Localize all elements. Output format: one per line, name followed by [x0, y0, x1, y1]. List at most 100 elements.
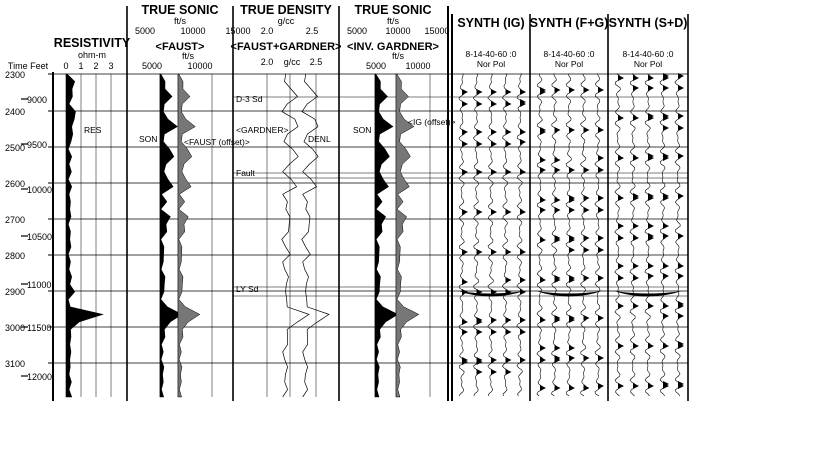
synthetic-peak: [678, 233, 684, 239]
synthetic-trace: [472, 73, 480, 397]
synthetic-trace: [614, 73, 622, 397]
synthetic-peak: [663, 233, 669, 239]
track-title: SYNTH (F+G): [530, 16, 609, 30]
synthetic-trace: [536, 73, 544, 397]
synthetic-peak: [633, 155, 639, 161]
synthetic-peak: [520, 277, 526, 283]
curve-label-density: <GARDNER>: [236, 125, 288, 135]
synthetic-peak: [678, 153, 684, 159]
resistivity-curve: [65, 73, 104, 398]
synthetic-peak: [618, 343, 624, 349]
track-tick-label: 10000: [180, 26, 205, 36]
track-tick-label: 3: [108, 61, 113, 71]
synthetic-peak: [598, 315, 604, 321]
synthetic-peak: [476, 249, 483, 255]
synthetic-peak: [554, 317, 561, 323]
synthetic-peak: [540, 385, 546, 391]
synthetic-peak: [554, 87, 561, 93]
synthetic-peak: [583, 247, 590, 253]
synthetic-peak: [554, 157, 561, 163]
synth-polarity: Nor Pol: [477, 59, 505, 69]
synthetic-peak: [520, 169, 526, 175]
synth-polarity: Nor Pol: [634, 59, 662, 69]
track-tick-label: 0: [63, 61, 68, 71]
track-unit: ohm-m: [78, 50, 106, 60]
synthetic-peak: [491, 209, 497, 215]
synthetic-peak: [540, 167, 546, 173]
synthetic-peak: [569, 237, 575, 243]
time-tick-label: 2400: [5, 107, 25, 117]
synthetic-peak: [633, 343, 639, 349]
synthetic-peak: [583, 207, 590, 213]
synthetic-peak: [520, 89, 526, 95]
track-tick-label: 15000: [424, 26, 449, 36]
synthetic-peak: [598, 155, 604, 161]
synthetic-peak: [633, 195, 639, 201]
synthetic-peak: [633, 223, 639, 229]
synthetic-peak: [505, 317, 512, 323]
synthetic-peak: [618, 155, 624, 161]
synthetic-peak: [569, 167, 575, 173]
track-tick-label: 2.5: [310, 57, 323, 67]
curve-label-density: DENL: [308, 134, 331, 144]
synthetic-peak: [569, 277, 575, 283]
feet-tick-label: 9000: [27, 95, 47, 105]
synth-param: 8-14-40-60 :0: [622, 49, 673, 59]
curve-label-density: LY Sd: [236, 284, 259, 294]
depth-axis-title: Time Feet: [8, 61, 49, 71]
time-tick-label: 2600: [5, 179, 25, 189]
synthetic-peak: [678, 273, 684, 279]
feet-tick-label: 12000: [27, 372, 52, 382]
synthetic-peak: [462, 129, 468, 135]
track-subtitle: <FAUST+GARDNER>: [231, 41, 342, 53]
synthetic-peak: [491, 317, 497, 323]
synthetic-peak: [678, 383, 684, 389]
synthetic-peak: [648, 263, 654, 269]
track-tick-label: 10000: [187, 61, 212, 71]
synthetic-peak: [598, 127, 604, 133]
synthetic-peak: [678, 85, 684, 91]
curve-label-son: SON: [353, 125, 371, 135]
synthetic-peak: [462, 329, 468, 335]
synthetic-peak: [633, 383, 639, 389]
synthetic-peak: [505, 169, 512, 175]
synthetic-peak: [633, 235, 639, 241]
synthetic-trace: [516, 73, 524, 397]
synthetic-peak: [569, 197, 575, 203]
track-tick-label: 2.0: [261, 26, 274, 36]
synthetic-peak: [618, 195, 624, 201]
synthetic-peak: [663, 75, 669, 81]
synthetic-peak: [505, 209, 512, 215]
synthetic-peak: [505, 329, 512, 335]
synthetic-peak: [540, 277, 546, 283]
track-unit: g/cc: [284, 57, 301, 67]
track-tick-label: 15000: [225, 26, 250, 36]
synthetic-peak: [540, 317, 546, 323]
synthetic-peak: [648, 343, 654, 349]
feet-tick-label: 9500: [27, 140, 47, 150]
synthetic-peak: [505, 249, 512, 255]
synthetic-peak: [505, 141, 512, 147]
synthetic-peak: [618, 223, 624, 229]
synthetic-peak: [569, 87, 575, 93]
synthetic-peak: [663, 263, 669, 269]
track-tick-label: 5000: [142, 61, 162, 71]
synthetic-peak: [633, 263, 639, 269]
synthetic-peak: [569, 355, 575, 361]
synthetic-peak: [505, 357, 512, 363]
synthetic-peak: [491, 249, 497, 255]
synthetic-peak: [491, 101, 497, 107]
synth-param: 8-14-40-60 :0: [465, 49, 516, 59]
synthetic-peak: [598, 167, 604, 173]
track-tick-label: 2.0: [261, 57, 274, 67]
synthetic-peak: [618, 303, 624, 309]
synthetic-peak: [554, 167, 561, 173]
synthetic-peak: [569, 317, 575, 323]
curve-label-density: D-3 Sd: [236, 94, 263, 104]
synthetic-peak: [663, 383, 669, 389]
density-gardner-curve: [281, 73, 310, 398]
synthetic-trace: [501, 73, 510, 397]
track-title: TRUE DENSITY: [240, 3, 332, 17]
synth-param: 8-14-40-60 :0: [543, 49, 594, 59]
synthetic-peak: [554, 357, 561, 363]
